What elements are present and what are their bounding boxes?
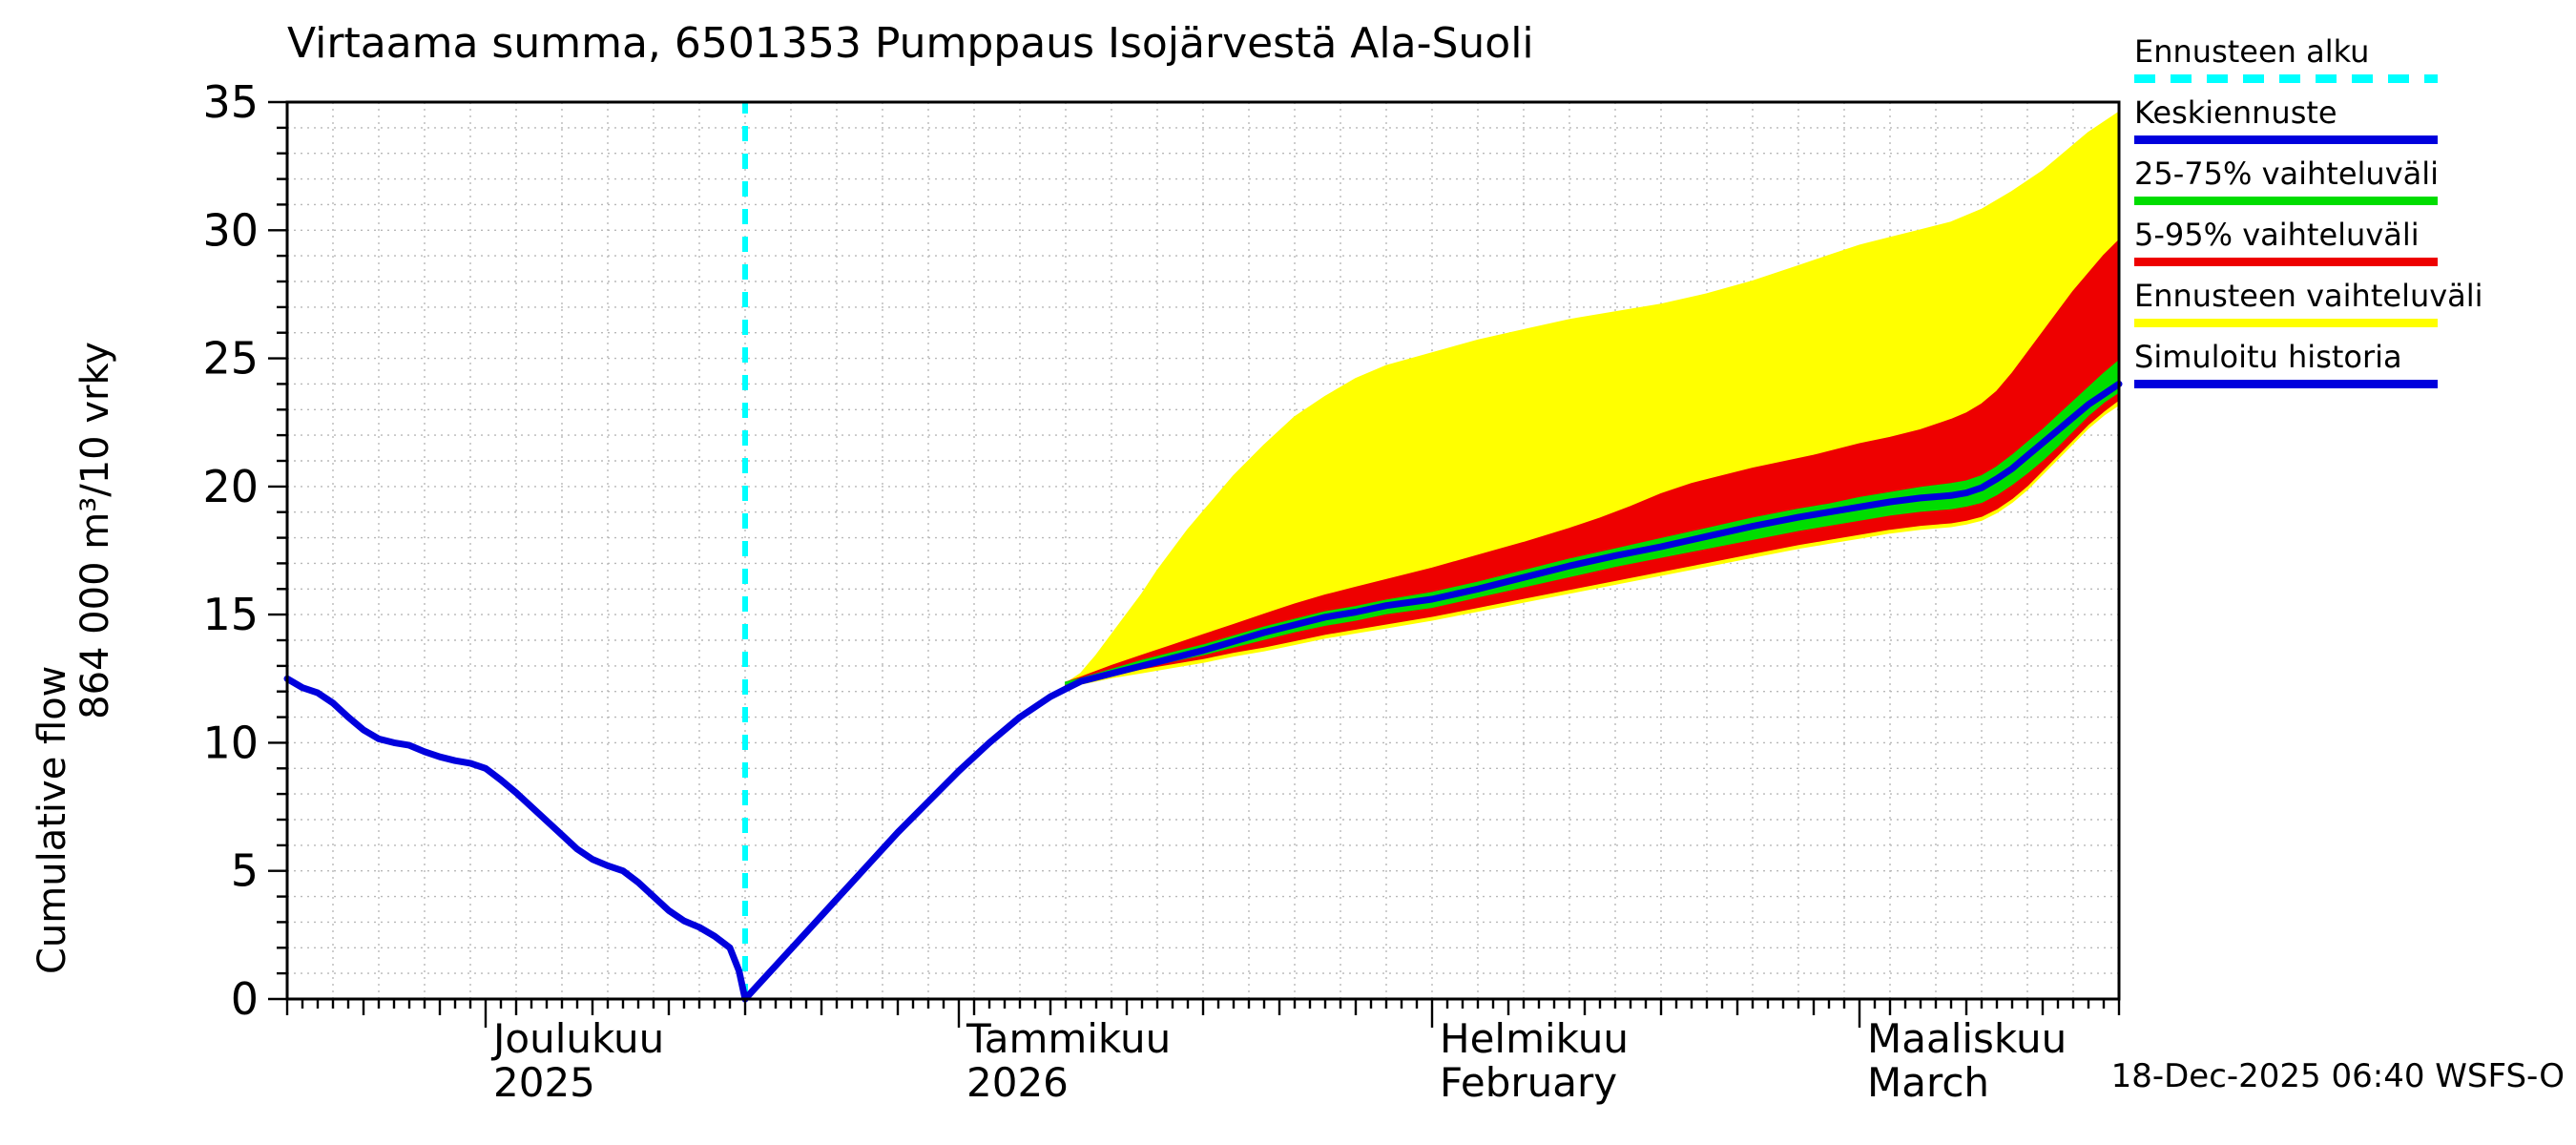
history-line (283, 675, 749, 1003)
y-tick-label: 35 (202, 76, 259, 128)
y-axis-units-label: 864 000 m³/10 vrky (73, 342, 117, 719)
legend-label: 5-95% vaihteluväli (2134, 217, 2420, 253)
band-5-95-swatch (2134, 258, 2438, 266)
y-tick-label: 0 (231, 973, 259, 1025)
legend-label: Ennusteen alku (2134, 33, 2370, 70)
legend-item-simulated-history: Simuloitu historia (2134, 340, 2459, 388)
x-month-label: Maaliskuu (1867, 1015, 2067, 1062)
legend-label: 25-75% vaihteluväli (2134, 156, 2440, 192)
y-tick-label: 20 (202, 461, 259, 512)
x-month-sublabel: 2025 (493, 1059, 595, 1106)
legend-item-25-75: 25-75% vaihteluväli (2134, 156, 2459, 205)
median-line-swatch (2134, 135, 2438, 144)
x-month-label: Tammikuu (966, 1015, 1171, 1062)
legend: Ennusteen alku Keskiennuste 25-75% vaiht… (2134, 34, 2483, 401)
band-25-75-swatch (2134, 197, 2438, 205)
legend-item-median: Keskiennuste (2134, 95, 2459, 144)
x-month-sublabel: February (1440, 1059, 1617, 1106)
x-month-sublabel: March (1867, 1059, 1989, 1106)
y-tick-label: 30 (202, 204, 259, 256)
x-month-sublabel: 2026 (966, 1059, 1069, 1106)
y-axis-label: Cumulative flow (31, 665, 74, 974)
legend-label: Simuloitu historia (2134, 339, 2402, 375)
history-line-swatch (2134, 380, 2438, 388)
legend-item-forecast-range: Ennusteen vaihteluväli (2134, 278, 2483, 327)
band-band_total (1065, 110, 2120, 688)
x-month-label: Joulukuu (490, 1015, 664, 1062)
band-band_5_95 (1065, 238, 2120, 687)
legend-item-forecast-start: Ennusteen alku (2134, 34, 2459, 83)
y-tick-label: 10 (202, 717, 259, 768)
generation-timestamp: 18-Dec-2025 06:40 WSFS-O (2110, 1057, 2565, 1095)
band-total-swatch (2134, 319, 2438, 327)
forecast-start-line-swatch (2134, 74, 2438, 83)
legend-label: Ennusteen vaihteluväli (2134, 278, 2483, 314)
legend-item-5-95: 5-95% vaihteluväli (2134, 218, 2459, 266)
median-line (741, 380, 2123, 1003)
chart-title: Virtaama summa, 6501353 Pumppaus Isojärv… (287, 19, 1534, 68)
y-tick-label: 25 (202, 333, 259, 385)
y-tick-label: 5 (231, 845, 259, 897)
x-month-label: Helmikuu (1440, 1015, 1629, 1062)
legend-label: Keskiennuste (2134, 94, 2337, 131)
y-tick-label: 15 (202, 589, 259, 640)
